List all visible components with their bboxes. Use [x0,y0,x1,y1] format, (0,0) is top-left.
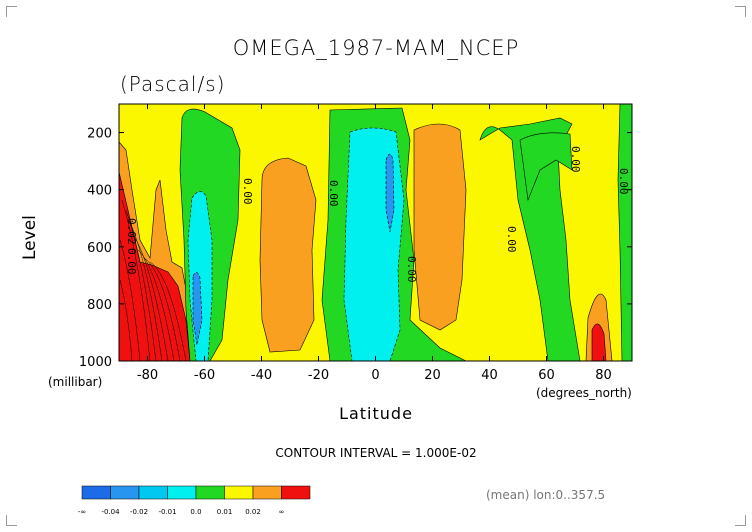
y-tick-label: 800 [87,298,112,313]
colorbar: -∞ -0.04 -0.02 -0.01 0.0 0.01 0.02 ∞ [78,485,311,516]
region-southern-orange [259,157,317,353]
region-north-polar-green [617,104,632,361]
corner-mark [6,515,17,526]
colorbar-swatch [167,485,197,500]
contour-label: 0.00 [125,248,138,275]
colorbar-swatch [138,485,168,500]
chart-units: (Pascal/s) [120,72,226,96]
contour-labels: 0.02 0.00 0.00 0.00 0.00 0.00 0.00 0.00 [125,146,630,283]
colorbar-label: 0.0 [190,508,201,516]
colorbar-swatch [81,485,111,500]
x-axis-unit: (degrees_north) [536,386,632,400]
colorbar-swatch [252,485,282,500]
contour-label: 0.00 [505,226,518,253]
x-tick-label: -80 [137,368,158,383]
colorbar-label: 0.02 [245,508,261,516]
contour-interval: CONTOUR INTERVAL = 1.000E-02 [275,446,477,460]
contour-label: 0.00 [327,180,340,207]
colorbar-label: -0.02 [130,508,148,516]
x-tick-label: 40 [481,368,498,383]
y-tick-label: 200 [87,127,112,142]
x-tick-label: 20 [424,368,441,383]
colorbar-label: -0.01 [158,508,176,516]
colorbar-swatch [110,485,140,500]
tick-group: -80 -60 -40 -20 0 20 40 60 80 200 400 600 800 1000 [79,104,632,383]
colorbar-label: ∞ [279,508,285,516]
region-equatorial-blue [385,153,395,233]
colorbar-label: -∞ [78,508,86,516]
x-tick-label: -20 [308,368,329,383]
chart-title: OMEGA_1987-MAM_NCEP [232,36,520,60]
corner-mark [735,6,746,17]
x-tick-label: 60 [538,368,555,383]
colorbar-swatch [195,485,225,500]
corner-mark [735,515,746,526]
y-tick-label: 400 [87,184,112,199]
contour-label: 0.00 [405,256,418,283]
colorbar-swatch [281,485,311,500]
x-tick-label: 0 [371,368,379,383]
contour-label: 0.00 [241,178,254,205]
colorbar-swatch [224,485,254,500]
colorbar-label: -0.04 [101,508,120,516]
contour-label: 0.00 [569,146,582,173]
x-tick-label: -60 [194,368,215,383]
colorbar-label: 0.01 [217,508,233,516]
dense-contours [119,199,187,361]
contour-label: 0.02 [125,218,138,245]
contour-label: 0.00 [617,168,630,195]
corner-mark [6,6,17,17]
x-tick-label: 80 [595,368,612,383]
x-tick-label: -40 [251,368,272,383]
region-northern-green-upper [519,132,573,202]
x-axis-label: Latitude [339,404,413,423]
region-southern-blue [192,272,203,346]
region-equatorial-cyan [343,127,405,361]
region-northern-green [479,117,581,361]
region-northern-orange [413,123,467,331]
region-north-polar-red [591,323,607,361]
y-axis-unit: (millibar) [48,375,103,389]
y-tick-label: 600 [87,241,112,256]
y-axis-label: Level [20,215,40,260]
y-tick-label: 1000 [79,355,112,370]
mean-note: (mean) lon:0..357.5 [486,488,606,502]
